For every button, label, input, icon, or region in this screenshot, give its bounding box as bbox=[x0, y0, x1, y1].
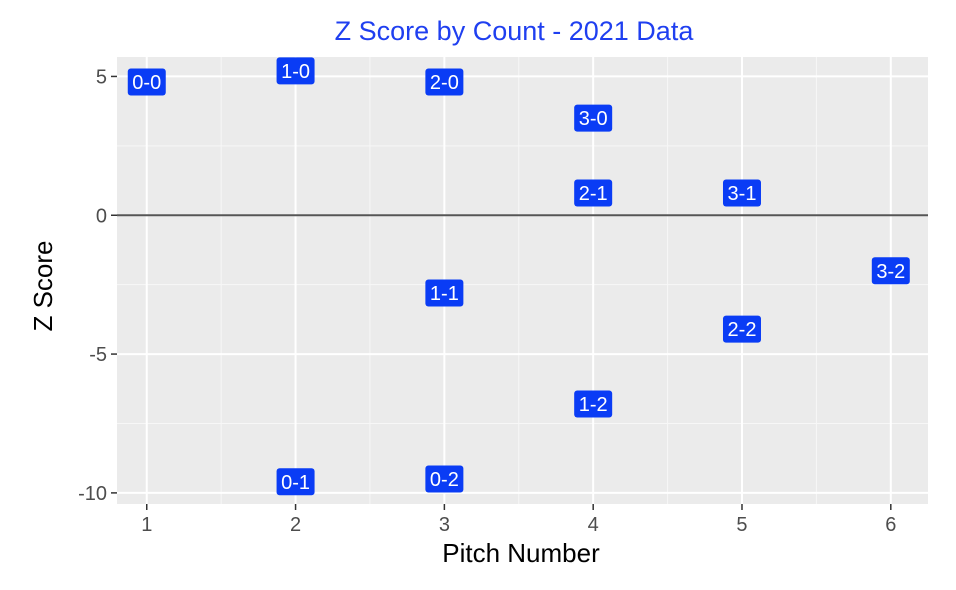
x-axis-title: Pitch Number bbox=[442, 538, 600, 568]
point-label-text: 1-1 bbox=[430, 283, 459, 305]
point-label-box bbox=[276, 468, 315, 496]
point-label-box bbox=[574, 390, 613, 418]
y-tick-label: -5 bbox=[89, 344, 107, 366]
point-label-box bbox=[425, 68, 464, 96]
chart-title: Z Score by Count - 2021 Data bbox=[335, 16, 695, 46]
point-label-box bbox=[425, 465, 464, 493]
point-labels: 0-0 1-0 0-1 2-0 1-1 0-2 3-0 2-1 1-2 3-1 2-2 3-2 bbox=[127, 57, 910, 496]
y-axis-title: Z Score bbox=[28, 240, 58, 331]
point-label-text: 2-1 bbox=[579, 183, 608, 205]
point-label-text: 0-1 bbox=[281, 472, 310, 494]
y-tick-label: 0 bbox=[96, 205, 107, 227]
x-tick-label: 1 bbox=[141, 514, 152, 536]
point-1-2: 1-2 bbox=[574, 390, 613, 418]
x-tick-label: 3 bbox=[439, 514, 450, 536]
x-axis-ticks: 1 2 3 4 5 6 bbox=[141, 504, 896, 536]
plot-panel bbox=[117, 57, 928, 504]
point-label-box bbox=[722, 315, 761, 343]
point-label-box bbox=[871, 257, 910, 285]
point-label-box bbox=[127, 68, 166, 96]
point-label-text: 2-0 bbox=[430, 72, 459, 94]
point-label-box bbox=[425, 279, 464, 307]
point-3-2: 3-2 bbox=[871, 257, 910, 285]
point-label-text: 1-2 bbox=[579, 394, 608, 416]
x-tick-label: 2 bbox=[290, 514, 301, 536]
point-label-box bbox=[574, 179, 613, 207]
point-0-2: 0-2 bbox=[425, 465, 464, 493]
point-1-0: 1-0 bbox=[276, 57, 315, 85]
point-label-text: 3-1 bbox=[728, 183, 757, 205]
point-label-box bbox=[574, 104, 613, 132]
point-label-text: 3-2 bbox=[876, 261, 905, 283]
point-0-0: 0-0 bbox=[127, 68, 166, 96]
point-label-text: 2-2 bbox=[728, 319, 757, 341]
x-tick-label: 4 bbox=[588, 514, 599, 536]
point-1-1: 1-1 bbox=[425, 279, 464, 307]
x-tick-label: 5 bbox=[736, 514, 747, 536]
point-label-box bbox=[722, 179, 761, 207]
point-2-2: 2-2 bbox=[722, 315, 761, 343]
y-axis-ticks: -10 -5 0 5 bbox=[78, 66, 117, 505]
y-tick-label: 5 bbox=[96, 66, 107, 88]
point-label-text: 3-0 bbox=[579, 108, 608, 130]
point-0-1: 0-1 bbox=[276, 468, 315, 496]
x-tick-label: 6 bbox=[885, 514, 896, 536]
minor-gridlines bbox=[117, 57, 928, 504]
point-2-1: 2-1 bbox=[574, 179, 613, 207]
point-label-box bbox=[276, 57, 315, 85]
point-label-text: 0-0 bbox=[132, 72, 161, 94]
point-label-text: 0-2 bbox=[430, 469, 459, 491]
point-3-1: 3-1 bbox=[722, 179, 761, 207]
point-label-text: 1-0 bbox=[281, 61, 310, 83]
point-3-0: 3-0 bbox=[574, 104, 613, 132]
point-2-0: 2-0 bbox=[425, 68, 464, 96]
y-tick-label: -10 bbox=[78, 483, 107, 505]
